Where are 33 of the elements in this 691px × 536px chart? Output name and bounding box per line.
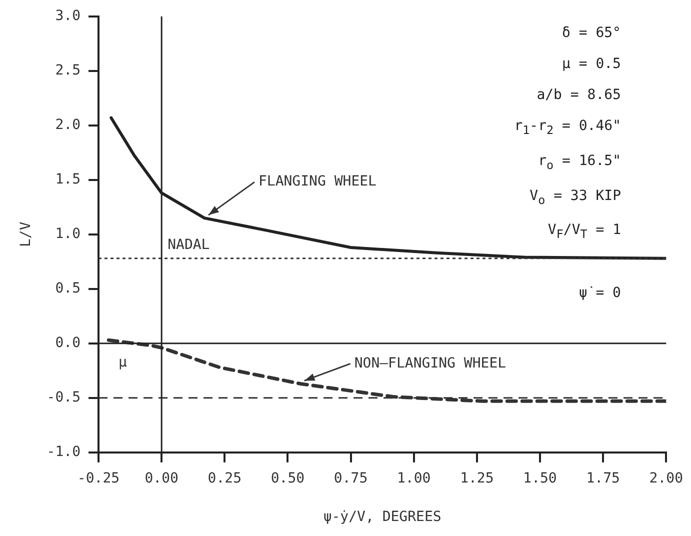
x-tick-label: 0.50 — [270, 470, 305, 486]
y-tick-label: 1.0 — [55, 226, 81, 242]
x-tick-label: 0.75 — [334, 470, 368, 486]
x-axis-title: ψ-ẏ/V, DEGREES — [323, 509, 442, 526]
x-tick-label: 2.00 — [649, 470, 683, 486]
x-tick-label: 1.25 — [460, 470, 494, 486]
ref-line-label: NADAL — [168, 237, 210, 254]
annotation: ψ̇ = 0 — [578, 284, 621, 304]
y-tick-label: 0.5 — [55, 280, 81, 297]
x-tick-label: 0.25 — [208, 470, 242, 486]
y-tick-label: 2.0 — [55, 117, 81, 134]
x-tick-label: 1.50 — [523, 470, 557, 486]
annotation: V$_{o}$ = 33 KIP — [528, 186, 621, 208]
y-tick-label: 1.5 — [55, 172, 81, 188]
y-tick-label: 0.0 — [55, 335, 81, 352]
x-tick-label: 1.00 — [397, 470, 431, 486]
annotation: r$_{o}$ = 16.5" — [537, 152, 621, 174]
annotation: FLANGING WHEEL — [258, 174, 376, 190]
annotation: r$_{1}$-r$_{2}$ = 0.46" — [514, 117, 621, 139]
y-axis-title: L/V — [18, 221, 34, 248]
y-tick-label: -0.5 — [46, 390, 81, 406]
annotation: μ = 0.5 — [560, 55, 621, 74]
y-tick-label: 3.0 — [55, 8, 81, 24]
y-tick-label: 2.5 — [55, 62, 81, 79]
annotation: δ = 65° — [560, 24, 621, 43]
x-tick-label: -0.25 — [77, 470, 120, 486]
x-tick-label: 0.00 — [144, 470, 178, 486]
annotation: NON–FLANGING WHEEL — [354, 355, 506, 372]
annotation: a/b = 8.65 — [536, 86, 621, 105]
x-tick-label: 1.75 — [586, 470, 620, 486]
ref-line-label: μ — [118, 354, 128, 371]
y-tick-label: -1.0 — [46, 444, 81, 460]
annotation: V$_{F}$/V$_{T}$ = 1 — [546, 221, 621, 244]
